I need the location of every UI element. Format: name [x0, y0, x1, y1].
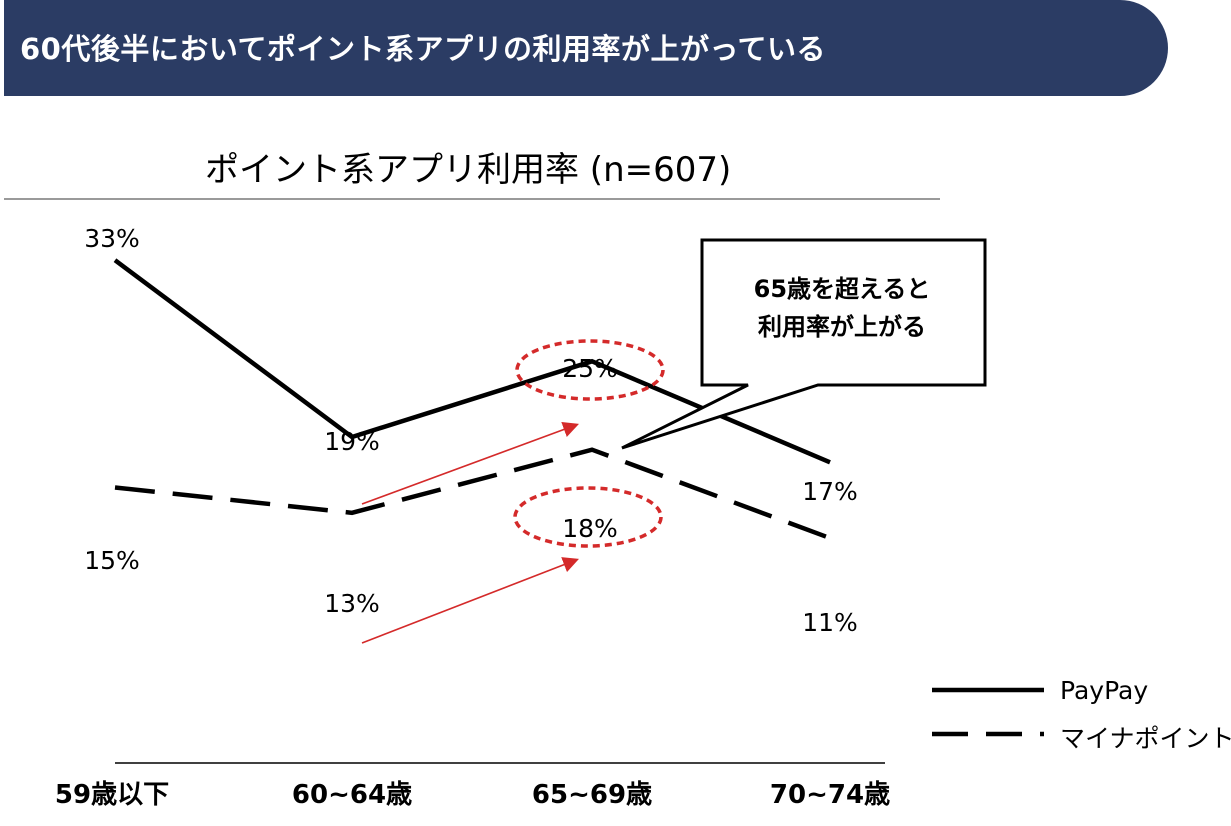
- callout-line-1: 65歳を超えると: [753, 275, 931, 303]
- data-label: 15%: [84, 546, 140, 575]
- series-line: [114, 447, 831, 541]
- data-label: 25%: [562, 354, 618, 383]
- x-tick-label: 59歳以下: [55, 780, 169, 810]
- legend-label-mynapoint: マイナポイント: [1060, 724, 1231, 753]
- x-tick-label: 60~64歳: [292, 780, 412, 810]
- highlight-ellipse: [515, 339, 665, 401]
- data-label: 19%: [324, 427, 380, 456]
- data-label: 11%: [802, 608, 858, 637]
- data-label: 33%: [84, 224, 140, 253]
- header-banner: 60代後半においてポイント系アプリの利用率が上がっている: [4, 0, 1168, 96]
- callout-line-2: 利用率が上がる: [758, 313, 926, 341]
- x-tick-label: 65~69歳: [532, 780, 652, 810]
- title-divider: [4, 198, 940, 200]
- trend-arrow: [361, 421, 580, 505]
- chart-title: ポイント系アプリ利用率 (n=607): [205, 150, 732, 190]
- data-label: 18%: [562, 514, 618, 543]
- x-tick-label: 70~74歳: [770, 780, 890, 810]
- callout-shape: [621, 238, 987, 450]
- banner-title: 60代後半においてポイント系アプリの利用率が上がっている: [20, 32, 827, 66]
- highlight-ellipse: [513, 486, 663, 548]
- data-label: 13%: [324, 589, 380, 618]
- trend-arrow: [361, 557, 579, 644]
- legend-label-paypay: PayPay: [1060, 676, 1149, 705]
- callout-box: 65歳を超えると 利用率が上がる: [702, 240, 982, 382]
- data-label: 17%: [802, 477, 858, 506]
